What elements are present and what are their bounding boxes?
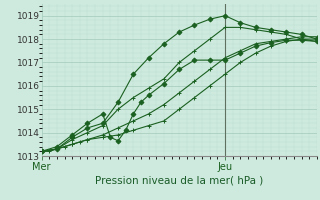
X-axis label: Pression niveau de la mer( hPa ): Pression niveau de la mer( hPa ) [95,176,263,186]
